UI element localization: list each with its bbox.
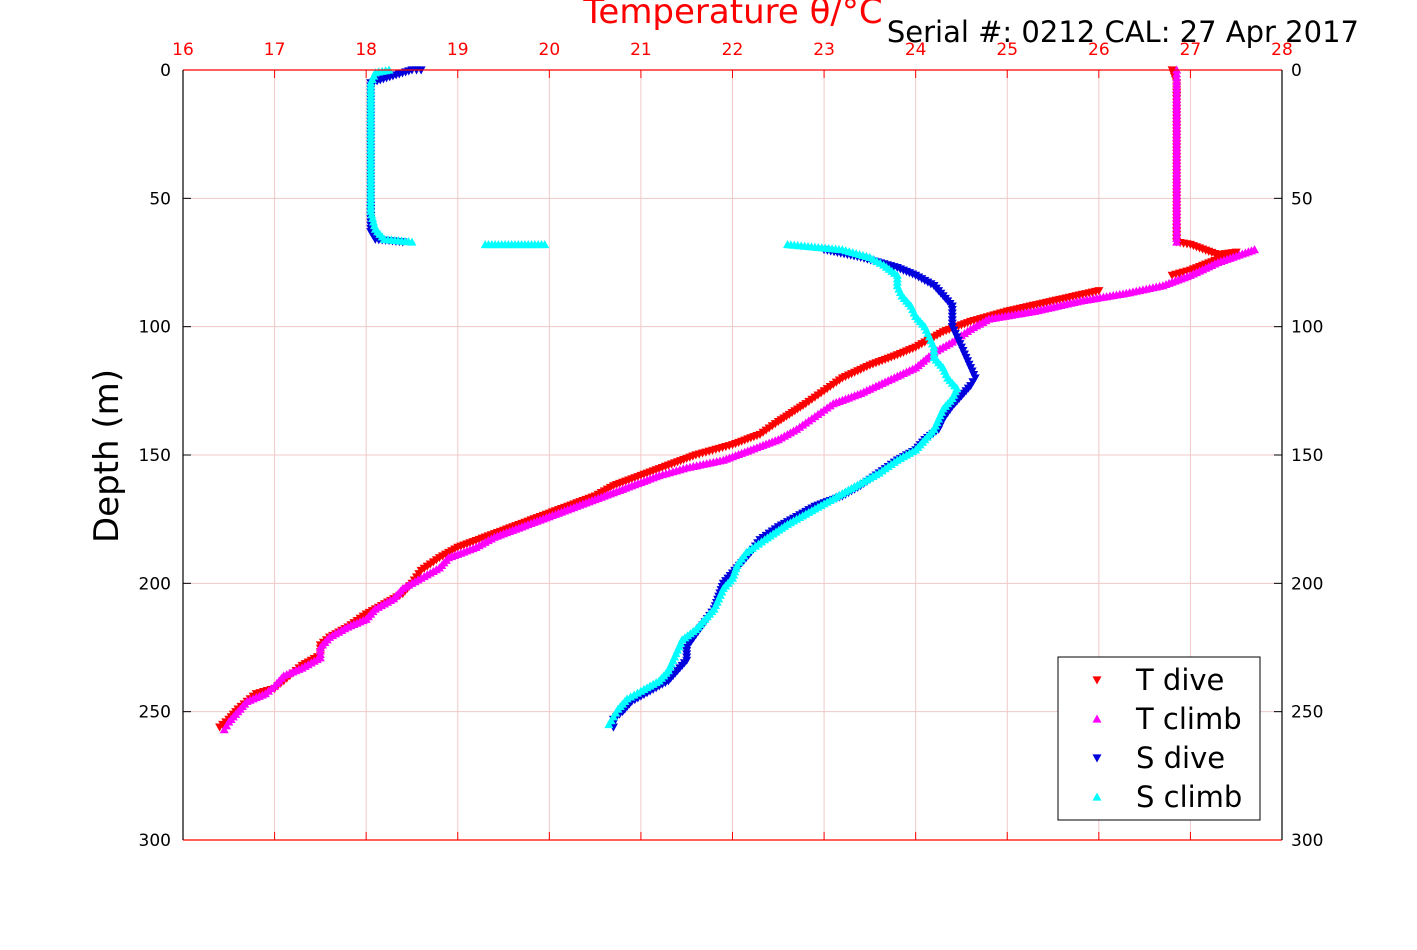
y-tick-label-left: 100 (139, 318, 171, 338)
text-layer: Temperature θ/°C Serial #: 0212 CAL: 27 … (87, 0, 1359, 543)
x-tick-label: 24 (905, 40, 927, 60)
data-layer (215, 65, 1260, 734)
legend-box (1057, 656, 1261, 821)
y-axis-title: Depth (m) (87, 369, 127, 543)
x-tick-label: 21 (630, 40, 652, 60)
data-point (215, 723, 225, 732)
legend-label: T climb (1135, 702, 1242, 736)
legend-marker (1092, 754, 1102, 763)
data-point (782, 240, 792, 249)
x-tick-label: 17 (264, 40, 286, 60)
series-t-climb (219, 65, 1260, 734)
y-tick-label-right: 0 (1291, 61, 1302, 81)
x-tick-label: 27 (1180, 40, 1202, 60)
series-s-climb (366, 65, 962, 729)
x-tick-label: 26 (1088, 40, 1110, 60)
legend-label: S climb (1136, 780, 1242, 814)
y-tick-label-right: 150 (1291, 446, 1323, 466)
legend: T dive T climb S dive S climb (1057, 656, 1261, 821)
y-tick-label-right: 300 (1291, 831, 1323, 851)
y-tick-label-left: 50 (149, 189, 171, 209)
data-point (480, 240, 490, 249)
legend-label: S dive (1136, 741, 1225, 775)
x-tick-label: 20 (539, 40, 561, 60)
data-point (1250, 245, 1260, 254)
x-tick-label: 28 (1271, 40, 1293, 60)
x-tick-label: 16 (172, 40, 194, 60)
y-tick-label-left: 250 (139, 703, 171, 723)
x-axis-title: Temperature θ/°C (582, 0, 882, 32)
x-tick-label: 25 (996, 40, 1018, 60)
data-point (1167, 271, 1177, 280)
legend-label: T dive (1135, 663, 1224, 697)
x-tick-label: 18 (355, 40, 377, 60)
x-tick-label: 22 (722, 40, 744, 60)
serial-title: Serial #: 0212 CAL: 27 Apr 2017 (887, 15, 1359, 49)
axes-layer: 16 17 18 19 20 21 22 23 24 25 26 27 2805010015020025… (139, 40, 1324, 851)
y-tick-label-right: 50 (1291, 189, 1313, 209)
y-tick-label-left: 0 (160, 61, 171, 81)
y-tick-label-right: 200 (1291, 574, 1323, 594)
x-tick-label: 23 (813, 40, 835, 60)
legend-marker (1092, 714, 1102, 723)
series-t-dive (215, 66, 1241, 732)
y-tick-label-left: 300 (139, 831, 171, 851)
y-tick-label-left: 150 (139, 446, 171, 466)
y-tick-label-right: 100 (1291, 318, 1323, 338)
legend-marker (1092, 792, 1102, 801)
legend-marker (1092, 676, 1102, 685)
y-tick-label-right: 250 (1291, 703, 1323, 723)
y-tick-label-left: 200 (139, 574, 171, 594)
x-tick-label: 19 (447, 40, 469, 60)
